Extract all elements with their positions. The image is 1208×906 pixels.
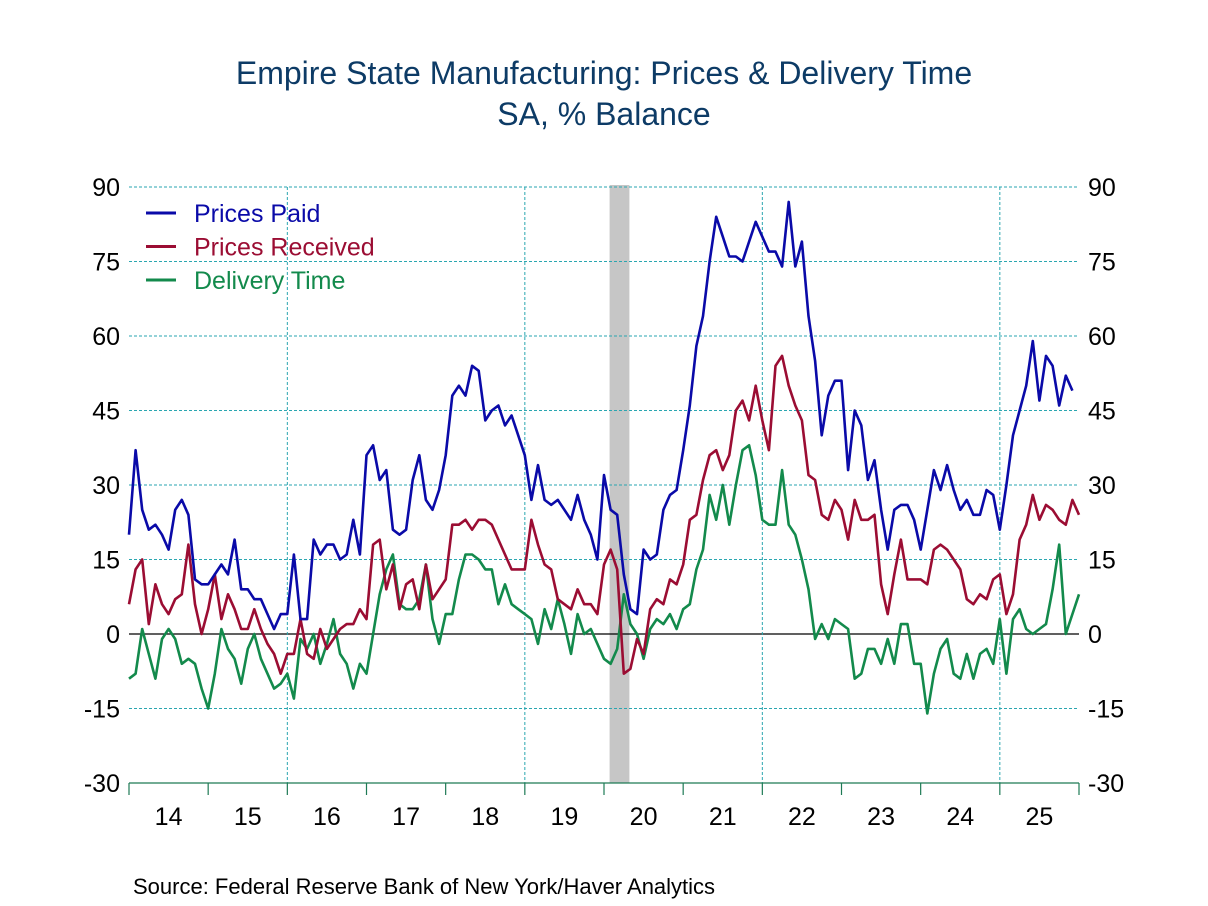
chart-subtitle: SA, % Balance — [497, 96, 711, 132]
series-layer — [127, 200, 1081, 715]
recession-bar — [609, 185, 630, 783]
x-tick-label: 25 — [1026, 803, 1054, 831]
chart-title: Empire State Manufacturing: Prices & Del… — [235, 55, 973, 91]
x-tick-label: 24 — [946, 803, 974, 831]
y-tick-label-left: -15 — [84, 696, 120, 724]
legend-label-prices-received: Prices Received — [194, 234, 375, 262]
grid-layer — [129, 186, 1079, 783]
y-tick-label-right: 0 — [1088, 621, 1102, 649]
y-tick-label-left: 60 — [92, 323, 120, 351]
series-line-delivery-time — [128, 443, 1081, 715]
y-tick-label-left: 90 — [92, 174, 120, 202]
y-tick-label-left: 75 — [92, 249, 120, 277]
x-tick-label: 15 — [234, 803, 262, 831]
y-tick-label-right: 90 — [1088, 174, 1116, 202]
y-tick-label-right: -30 — [1088, 770, 1124, 798]
y-tick-label-left: 0 — [106, 621, 120, 649]
y-tick-label-right: -15 — [1088, 696, 1124, 724]
x-tick-label: 14 — [155, 803, 183, 831]
x-tick-label: 19 — [551, 803, 579, 831]
y-tick-label-left: 15 — [92, 547, 120, 575]
recession-shading-layer — [609, 185, 630, 783]
x-tick-label: 16 — [313, 803, 341, 831]
x-tick-label: 21 — [709, 803, 737, 831]
x-tick-label: 20 — [630, 803, 658, 831]
x-tick-label: 22 — [788, 803, 816, 831]
y-tick-label-right: 60 — [1088, 323, 1116, 351]
y-tick-label-right: 75 — [1088, 249, 1116, 277]
y-tick-label-right: 15 — [1088, 547, 1116, 575]
y-tick-label-right: 45 — [1088, 398, 1116, 426]
x-tick-label: 23 — [867, 803, 895, 831]
series-line-prices-received — [127, 354, 1081, 676]
y-tick-label-left: 45 — [92, 398, 120, 426]
y-tick-label-right: 30 — [1088, 472, 1116, 500]
series-line-prices-paid — [127, 200, 1074, 631]
legend-label-prices-paid: Prices Paid — [194, 200, 320, 228]
x-tick-label: 17 — [392, 803, 420, 831]
legend: Prices Paid Prices Received Delivery Time — [146, 200, 375, 295]
axis-layer: 14 15 16 17 18 19 20 21 22 23 24 25 90 75 60 45 30 15 0 -15… — [84, 174, 1124, 831]
source-note: Source: Federal Reserve Bank of New York… — [133, 874, 716, 899]
x-tick-label: 18 — [471, 803, 499, 831]
y-tick-label-left: -30 — [84, 770, 120, 798]
legend-label-delivery-time: Delivery Time — [194, 267, 345, 295]
y-tick-label-left: 30 — [92, 472, 120, 500]
